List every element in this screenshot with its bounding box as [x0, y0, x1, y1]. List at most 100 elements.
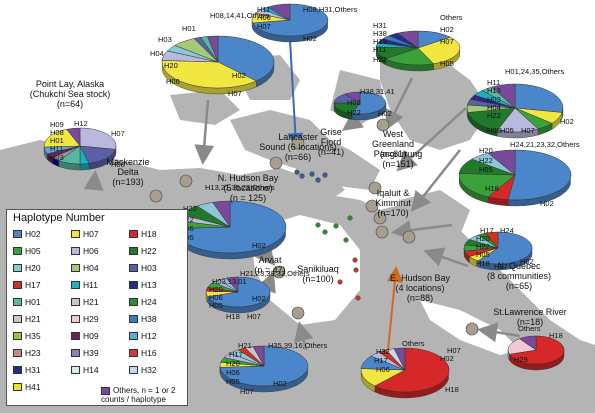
population-label: Mackenzie — [106, 157, 150, 167]
pie-label: H03 — [50, 153, 64, 162]
legend-item-h03: H03 — [129, 263, 157, 273]
population-label: (n = 47) — [254, 265, 286, 275]
pie-slice-others — [66, 127, 81, 147]
arrow — [293, 321, 314, 351]
pie-label: H07 — [257, 22, 271, 31]
population-label: (n=193) — [112, 177, 144, 187]
site-marker — [355, 295, 361, 301]
legend-label: H35 — [25, 331, 41, 341]
pie-label: H31 — [373, 21, 387, 30]
pie-label: H02 — [232, 71, 246, 80]
pie-label: H04 — [150, 49, 164, 58]
pie-label: Others — [402, 339, 425, 348]
pie-label: H02 — [520, 257, 534, 266]
population-label: (n=61) — [379, 149, 407, 159]
site-marker — [402, 230, 416, 244]
pie-label: H08 — [50, 128, 64, 137]
pie-westgreenland — [375, 30, 461, 72]
site-marker — [322, 229, 328, 235]
pie-slice-others — [212, 200, 231, 228]
legend-swatch — [71, 281, 80, 289]
pie-label: H03 — [158, 35, 172, 44]
arrow — [287, 39, 304, 149]
legend-label: H07 — [83, 229, 99, 239]
legend-item-h18: H18 — [129, 229, 157, 239]
pie-label: H20 — [476, 234, 490, 243]
pie-slice-h07 — [43, 129, 81, 148]
pie-slice-h07 — [417, 36, 461, 65]
pie-grise — [333, 91, 387, 121]
pie-label: H02 — [252, 241, 266, 250]
legend-swatch — [71, 349, 80, 357]
population-label: (n=65) — [505, 281, 533, 291]
legend-swatch — [71, 264, 80, 272]
pie-label: H02 — [378, 109, 392, 118]
pie-slice-h05 — [458, 173, 516, 198]
site-marker — [333, 223, 339, 229]
site-marker — [376, 118, 390, 132]
pie-slice-others — [491, 83, 516, 109]
pie-slice-h06 — [79, 127, 117, 150]
pie-label: H07 — [440, 37, 454, 46]
pie-slice-others — [225, 276, 239, 293]
legend-label: H24 — [141, 297, 157, 307]
pie-label: H06 — [166, 77, 180, 86]
legend-swatch — [129, 349, 138, 357]
legend-swatch — [13, 264, 22, 272]
legend-others-label: Others, n = 1 or 2 counts / haplotype — [101, 386, 176, 404]
pie-label: H20 — [164, 61, 178, 70]
pie-label: H21 — [238, 341, 252, 350]
pie-slice-h03 — [79, 145, 116, 164]
pie-charts — [43, 3, 572, 399]
pie-slice-h02 — [351, 91, 386, 115]
population-label: St.Lawrence River — [493, 307, 567, 317]
pie-label: H18 — [476, 259, 490, 268]
legend-item-h32: H32 — [129, 365, 157, 375]
legend-label: H22 — [141, 246, 157, 256]
legend-swatch — [13, 281, 22, 289]
legend-swatch — [71, 247, 80, 255]
pie-label: H03 — [347, 98, 361, 107]
legend-item-h16: H16 — [129, 348, 157, 358]
arrow — [83, 170, 104, 191]
pie-label: H01,24,35,Others — [505, 67, 565, 76]
population-label: (n=64) — [56, 99, 84, 109]
legend-swatch — [13, 247, 22, 255]
site-marker — [272, 265, 286, 279]
pie-label: H22 — [476, 242, 490, 251]
legend-label: H18 — [141, 229, 157, 239]
legend-swatch — [13, 315, 22, 323]
pie-label: H18 — [549, 331, 563, 340]
legend-swatch — [13, 230, 22, 238]
pie-label: H03,13,01 — [212, 277, 247, 286]
legend-label: H05 — [25, 246, 41, 256]
legend-item-h02: H02 — [13, 229, 41, 239]
legend-swatch — [13, 332, 22, 340]
pie-label: Others — [440, 13, 463, 22]
arrow — [385, 77, 414, 131]
legend-item-h06: H06 — [71, 246, 99, 256]
arrow — [194, 99, 215, 165]
legend-swatch — [13, 383, 22, 391]
pie-label: H07 — [447, 346, 461, 355]
pie-slice-others — [207, 35, 219, 63]
population-label: West — [382, 129, 404, 139]
legend-label: H06 — [83, 246, 99, 256]
population-label: (8 communities) — [486, 271, 552, 281]
pie-slice-h02 — [217, 35, 275, 82]
pie-label: H05 — [440, 59, 454, 68]
population-label: (n=100) — [302, 274, 334, 284]
pie-label: H20 — [226, 359, 240, 368]
legend-item-h41: H41 — [13, 382, 41, 392]
population-label: (n=151) — [382, 159, 414, 169]
site-marker — [337, 279, 343, 285]
legend-item-h01: H01 — [13, 297, 41, 307]
pie-label: H08,14,41,Others — [210, 11, 270, 20]
legend-swatch — [129, 298, 138, 306]
legend-label: H39 — [83, 348, 99, 358]
pie-label: H32 — [376, 347, 390, 356]
pie-iqaluit — [458, 149, 572, 207]
pie-slice-others — [267, 3, 291, 21]
site-marker — [179, 174, 193, 188]
